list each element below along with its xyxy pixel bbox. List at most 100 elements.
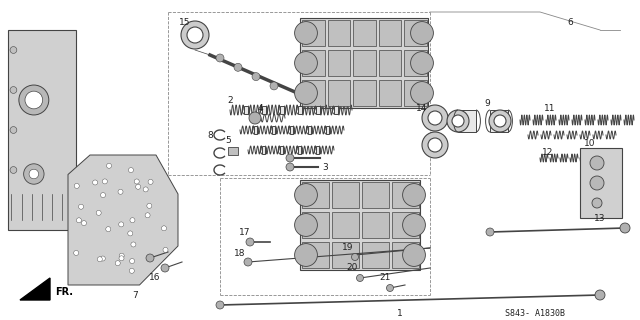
Circle shape — [97, 257, 102, 262]
Circle shape — [244, 258, 252, 266]
Bar — [308, 126, 311, 134]
Text: 20: 20 — [346, 263, 358, 273]
Circle shape — [161, 226, 166, 231]
Circle shape — [286, 163, 294, 171]
Bar — [362, 242, 389, 268]
Bar — [458, 110, 476, 132]
Circle shape — [422, 105, 448, 131]
Text: 9: 9 — [484, 99, 490, 108]
Bar — [328, 20, 350, 46]
Text: 7: 7 — [132, 291, 138, 300]
Bar — [302, 20, 324, 46]
Bar — [379, 20, 401, 46]
Circle shape — [96, 210, 101, 215]
Circle shape — [411, 52, 433, 75]
Circle shape — [29, 169, 38, 179]
Bar — [300, 180, 420, 270]
Bar — [379, 50, 401, 76]
Circle shape — [351, 253, 358, 260]
Circle shape — [145, 213, 150, 218]
Circle shape — [494, 115, 506, 127]
Circle shape — [119, 256, 124, 261]
Circle shape — [100, 193, 106, 197]
Circle shape — [249, 112, 261, 124]
Text: 11: 11 — [544, 103, 556, 113]
Text: 12: 12 — [542, 148, 554, 156]
Circle shape — [106, 163, 111, 168]
Circle shape — [74, 251, 79, 255]
Circle shape — [79, 204, 84, 209]
Text: 6: 6 — [567, 18, 573, 27]
Text: 13: 13 — [595, 213, 605, 222]
Circle shape — [147, 203, 152, 208]
Bar — [334, 106, 338, 114]
Circle shape — [590, 176, 604, 190]
Text: 18: 18 — [234, 249, 246, 258]
Circle shape — [130, 218, 135, 223]
Circle shape — [294, 244, 317, 267]
Bar — [332, 212, 359, 238]
Text: 8: 8 — [207, 131, 213, 140]
Text: 2: 2 — [227, 95, 233, 105]
Bar — [326, 126, 329, 134]
Circle shape — [294, 214, 317, 236]
Bar — [272, 126, 275, 134]
Circle shape — [216, 301, 224, 309]
Text: S843- A1830B: S843- A1830B — [505, 308, 565, 317]
Bar — [580, 148, 622, 218]
Circle shape — [489, 110, 511, 132]
Circle shape — [387, 284, 394, 292]
Circle shape — [76, 218, 81, 223]
Circle shape — [294, 184, 317, 206]
Circle shape — [136, 184, 141, 189]
Circle shape — [100, 256, 105, 261]
Circle shape — [10, 47, 17, 53]
Bar — [262, 146, 265, 154]
Bar — [379, 80, 401, 106]
Polygon shape — [20, 278, 50, 300]
Circle shape — [129, 168, 134, 172]
Circle shape — [146, 254, 154, 262]
Circle shape — [447, 110, 469, 132]
Bar — [8, 30, 76, 230]
Circle shape — [403, 184, 426, 206]
Circle shape — [592, 198, 602, 208]
Circle shape — [294, 52, 317, 75]
Bar — [262, 106, 266, 114]
Circle shape — [129, 268, 134, 273]
Polygon shape — [68, 155, 178, 285]
Circle shape — [294, 82, 317, 104]
Circle shape — [411, 22, 433, 44]
Circle shape — [356, 275, 364, 282]
Text: FR.: FR. — [55, 287, 73, 297]
Text: 10: 10 — [584, 139, 596, 148]
Circle shape — [422, 132, 448, 158]
Text: 21: 21 — [380, 274, 390, 283]
Bar — [302, 242, 329, 268]
Circle shape — [294, 22, 317, 44]
Bar — [302, 212, 329, 238]
Circle shape — [270, 82, 278, 90]
Circle shape — [115, 261, 120, 266]
Bar — [404, 20, 427, 46]
Text: 16: 16 — [149, 274, 161, 283]
Bar — [392, 212, 419, 238]
Circle shape — [187, 27, 203, 43]
Text: 14: 14 — [416, 103, 428, 113]
Circle shape — [143, 187, 148, 192]
Circle shape — [403, 214, 426, 236]
Bar — [328, 80, 350, 106]
Circle shape — [620, 223, 630, 233]
Bar — [280, 106, 284, 114]
Circle shape — [134, 179, 140, 184]
Bar — [332, 242, 359, 268]
Bar — [302, 182, 329, 208]
Circle shape — [10, 167, 17, 173]
Circle shape — [10, 87, 17, 93]
Text: 3: 3 — [322, 163, 328, 172]
Circle shape — [74, 183, 79, 188]
Circle shape — [25, 91, 43, 109]
Bar — [392, 242, 419, 268]
Circle shape — [452, 115, 464, 127]
Text: 17: 17 — [239, 228, 251, 236]
